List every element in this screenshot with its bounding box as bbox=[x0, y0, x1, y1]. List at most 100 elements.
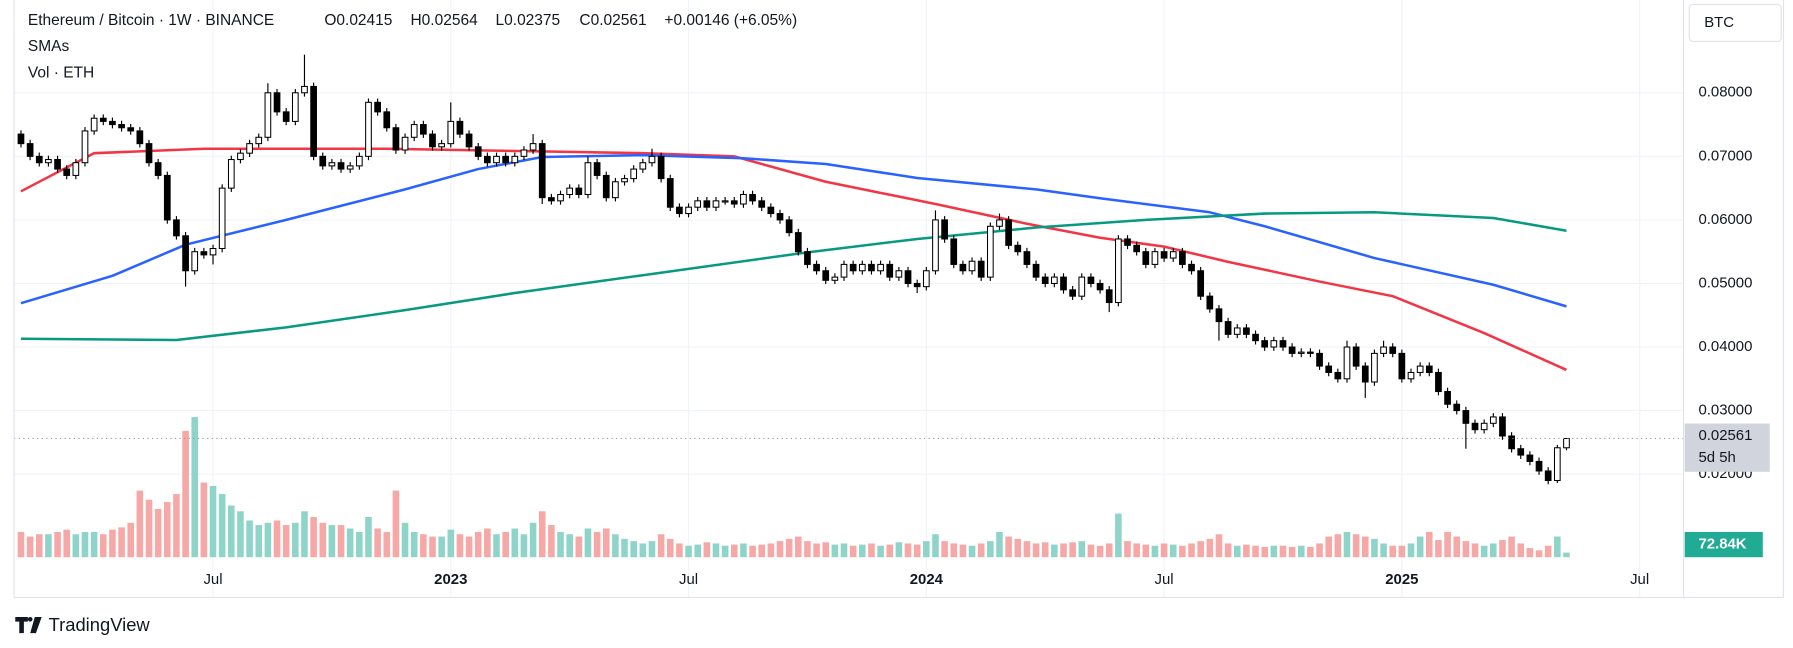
volume-bar bbox=[1124, 541, 1131, 558]
volume-bar bbox=[447, 529, 455, 558]
volume-bar bbox=[465, 536, 473, 558]
volume-bar bbox=[767, 543, 775, 558]
candle-body bbox=[346, 165, 354, 170]
volume-bar bbox=[456, 534, 464, 558]
candle-body bbox=[63, 168, 71, 176]
indicator-label[interactable]: SMAs bbox=[28, 38, 70, 55]
volume-bar bbox=[1032, 543, 1040, 558]
candle-body bbox=[886, 263, 894, 278]
candle-body bbox=[1444, 391, 1451, 405]
volume-bar bbox=[1307, 546, 1314, 558]
candle-body bbox=[703, 200, 711, 208]
volume-bar bbox=[200, 482, 208, 558]
last-volume-label: 72.84K bbox=[1698, 536, 1746, 553]
volume-bar bbox=[310, 517, 317, 558]
candle-body bbox=[1005, 219, 1012, 246]
candle-body bbox=[1224, 321, 1232, 335]
volume-bar bbox=[776, 541, 784, 558]
volume-bar bbox=[703, 542, 711, 558]
volume-bar bbox=[612, 534, 619, 558]
candle-body bbox=[740, 193, 747, 205]
candle-body bbox=[109, 120, 116, 126]
candle-body bbox=[1023, 251, 1031, 265]
candle-body bbox=[191, 251, 199, 272]
volume-bar bbox=[538, 511, 546, 558]
candle-body bbox=[1425, 365, 1433, 373]
candle-body bbox=[648, 155, 656, 164]
currency-label[interactable]: BTC bbox=[1704, 14, 1734, 31]
candle-body bbox=[575, 187, 583, 196]
candle-body bbox=[410, 124, 418, 138]
brand-logo[interactable] bbox=[15, 616, 42, 634]
volume-bar bbox=[1060, 543, 1067, 558]
candle-body bbox=[1489, 416, 1497, 424]
candle-body bbox=[822, 270, 830, 281]
volume-bar bbox=[520, 534, 528, 558]
candle-body bbox=[1188, 263, 1195, 272]
candle-body bbox=[520, 149, 528, 157]
candle-body bbox=[1508, 435, 1515, 450]
candle-body bbox=[291, 92, 299, 122]
volume-pane bbox=[17, 417, 1570, 558]
volume-bar bbox=[1179, 545, 1186, 558]
volume-bar bbox=[54, 531, 61, 558]
candle-body bbox=[1343, 346, 1351, 380]
last-volume-box bbox=[1684, 531, 1763, 558]
candle-body bbox=[959, 263, 967, 272]
volume-bar bbox=[1526, 548, 1534, 558]
candle-body bbox=[90, 117, 98, 132]
volume-bar bbox=[749, 545, 756, 558]
volume-bar bbox=[1398, 545, 1406, 558]
volume-bar bbox=[1316, 543, 1323, 558]
volume-bar bbox=[968, 545, 976, 558]
candle-body bbox=[401, 136, 409, 151]
volume-bar bbox=[356, 531, 363, 558]
candle-body bbox=[813, 263, 820, 272]
indicator-label[interactable]: Vol · ETH bbox=[28, 65, 94, 82]
volume-bar bbox=[648, 541, 656, 558]
candle-body bbox=[273, 92, 281, 113]
volume-bar bbox=[438, 536, 445, 558]
candle-body bbox=[1105, 289, 1113, 304]
symbol-title: Ethereum / Bitcoin · 1W · BINANCE bbox=[28, 12, 274, 29]
candle-body bbox=[1480, 422, 1488, 431]
volume-bar bbox=[502, 531, 509, 558]
volume-bar bbox=[35, 534, 43, 558]
y-tick-label: 0.04000 bbox=[1698, 338, 1752, 355]
volume-bar bbox=[420, 534, 427, 558]
volume-bar bbox=[758, 544, 766, 558]
volume-bar bbox=[941, 541, 948, 558]
candle-body bbox=[420, 124, 427, 135]
volume-bar bbox=[977, 543, 985, 558]
volume-bar bbox=[1380, 543, 1387, 558]
volume-bar bbox=[639, 543, 647, 558]
volume-bar bbox=[1554, 536, 1561, 558]
candle-body bbox=[1115, 238, 1122, 304]
volume-bar bbox=[1270, 545, 1278, 558]
brand[interactable]: TradingView bbox=[15, 614, 150, 635]
grid bbox=[14, 0, 1684, 598]
candle-body bbox=[621, 178, 628, 183]
volume-bar bbox=[1252, 545, 1259, 558]
volume-bar bbox=[1096, 545, 1104, 558]
legend: Ethereum / Bitcoin · 1W · BINANCE O0.024… bbox=[28, 12, 797, 82]
candle-body bbox=[849, 263, 857, 272]
x-tick-label: Jul bbox=[1155, 571, 1174, 588]
volume-bar bbox=[584, 528, 592, 558]
candle-body bbox=[1050, 276, 1058, 284]
currency-box[interactable] bbox=[1688, 4, 1782, 42]
volume-bar bbox=[1215, 534, 1223, 558]
volume-bar bbox=[474, 531, 482, 558]
volume-bar bbox=[1105, 543, 1113, 558]
brand-name[interactable]: TradingView bbox=[49, 614, 151, 635]
volume-bar bbox=[1499, 540, 1506, 558]
currency-button[interactable]: BTC bbox=[1688, 4, 1782, 42]
volume-bar bbox=[904, 543, 912, 558]
volume-bar bbox=[26, 536, 34, 558]
candle-body bbox=[950, 238, 958, 265]
x-tick-label: 2024 bbox=[910, 571, 944, 588]
ohlc-open: O0.02415 bbox=[324, 12, 392, 29]
volume-bar bbox=[886, 544, 894, 558]
candle-body bbox=[456, 120, 464, 135]
volume-bar bbox=[255, 525, 263, 558]
